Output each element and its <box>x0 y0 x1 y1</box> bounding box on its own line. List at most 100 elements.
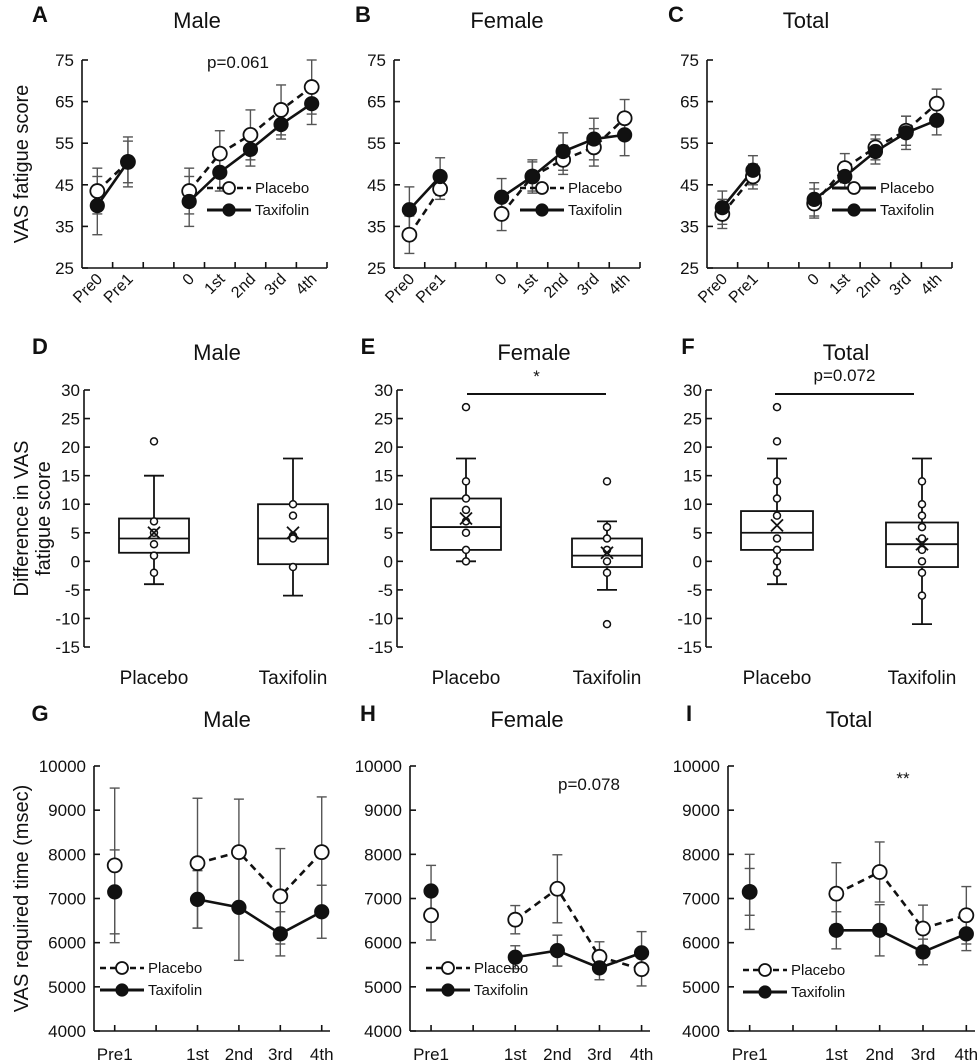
y-tick-label: 25 <box>55 259 74 278</box>
x-category-label: Taxifolin <box>888 668 957 689</box>
data-point-taxifolin <box>837 168 853 185</box>
y-tick-label: 8000 <box>364 845 402 864</box>
x-tick-label: Pre1 <box>101 271 137 307</box>
data-point-taxifolin <box>745 162 761 178</box>
panel-letter: G <box>31 701 48 726</box>
y-axis-title: VAS fatigue score <box>11 85 33 244</box>
y-tick-label: 55 <box>680 134 699 153</box>
legend-open-circle-icon <box>441 961 455 975</box>
legend-label: Placebo <box>255 180 309 197</box>
x-tick-label: Pre1 <box>413 1045 449 1064</box>
data-point-placebo <box>633 961 650 978</box>
y-axis-title-line2: fatigue score <box>33 461 55 576</box>
legend-label: Placebo <box>148 960 202 977</box>
panel-letter: E <box>361 334 376 359</box>
panel-letter: F <box>681 334 694 359</box>
y-tick-label: 5 <box>71 524 80 543</box>
x-tick-label: 2nd <box>853 271 884 302</box>
y-tick-label: 10 <box>374 495 393 514</box>
data-point <box>917 545 927 555</box>
data-point-taxifolin <box>714 200 730 216</box>
significance-annotation: p=0.078 <box>558 775 620 794</box>
y-tick-label: 9000 <box>364 801 402 820</box>
legend-label: Placebo <box>568 180 622 197</box>
series-line-placebo <box>835 870 967 931</box>
panel-i: I Total 4000 5000 6000 7000 8000 9000 10000 Pre1 1… <box>673 701 978 1064</box>
y-axis-title-line1: Difference in VAS <box>11 440 33 596</box>
data-point-placebo <box>231 844 247 861</box>
x-tick-label: 3rd <box>911 1045 936 1064</box>
panel-letter: B <box>355 2 371 27</box>
significance-annotation: * <box>533 367 540 386</box>
data-point <box>772 534 782 543</box>
data-point-taxifolin <box>915 944 931 960</box>
x-tick-label: Pre1 <box>726 271 762 307</box>
x-tick-label: 2nd <box>543 1045 571 1064</box>
data-point-placebo <box>423 907 439 924</box>
y-tick-label: -15 <box>55 638 80 657</box>
data-point-placebo <box>89 183 106 199</box>
panel-title: Female <box>490 707 563 732</box>
panel-title: Female <box>497 340 570 365</box>
data-point <box>149 437 159 446</box>
y-tick-label: 8000 <box>48 845 86 864</box>
y-tick-label: 45 <box>680 176 699 195</box>
data-point <box>917 557 927 566</box>
data-point-placebo <box>303 79 320 95</box>
x-tick-label: 4th <box>606 271 634 299</box>
y-tick-label: 75 <box>680 51 699 70</box>
data-point <box>288 499 298 509</box>
legend-filled-circle-icon <box>222 203 236 217</box>
y-tick-label: 10000 <box>673 757 720 776</box>
legend-label: Placebo <box>474 960 528 977</box>
legend-open-circle-icon <box>115 961 129 975</box>
data-point-placebo <box>828 885 845 902</box>
y-tick-label: 0 <box>384 552 393 571</box>
y-tick-label: 25 <box>61 410 80 429</box>
data-point <box>602 568 612 578</box>
y-tick-label: 6000 <box>682 934 720 953</box>
x-tick-label: 3rd <box>262 271 290 299</box>
x-tick-label: 3rd <box>574 271 602 299</box>
data-point <box>772 494 782 503</box>
series-line-placebo <box>514 886 642 971</box>
panel-title: Total <box>823 340 869 365</box>
x-tick-label: Pre0 <box>382 271 418 307</box>
x-tick-label: 2nd <box>225 1045 253 1064</box>
y-tick-label: 10 <box>683 495 702 514</box>
data-point-taxifolin <box>828 922 844 938</box>
legend-label: Taxifolin <box>255 202 309 219</box>
data-point-taxifolin <box>189 891 206 907</box>
data-point-taxifolin <box>242 141 259 158</box>
x-tick-label: Pre1 <box>413 271 449 307</box>
panel-letter: H <box>360 701 376 726</box>
legend-open-circle-icon <box>222 181 236 195</box>
data-point-taxifolin <box>549 943 565 959</box>
data-point <box>602 619 612 629</box>
mean-marker-icon <box>915 537 929 551</box>
data-point <box>917 522 927 532</box>
y-tick-label: 5000 <box>682 978 720 997</box>
y-tick-label: 35 <box>55 217 74 236</box>
mean-marker-icon <box>286 526 300 540</box>
data-point-taxifolin <box>507 949 523 965</box>
x-tick-label: Pre0 <box>695 271 731 307</box>
data-point-taxifolin <box>806 191 822 207</box>
data-point <box>149 551 159 560</box>
x-tick-label: 1st <box>202 270 230 298</box>
y-tick-label: 75 <box>55 51 74 70</box>
data-point-taxifolin <box>314 904 330 920</box>
data-point-placebo <box>507 911 524 928</box>
y-tick-label: 7000 <box>364 890 402 909</box>
legend-label: Taxifolin <box>791 984 845 1001</box>
x-tick-label: 3rd <box>887 271 915 299</box>
y-tick-label: 45 <box>55 176 74 195</box>
legend-label: Taxifolin <box>474 982 528 999</box>
panel-h: H Female 4000 5000 6000 7000 8000 9000 10000 Pre1… <box>355 701 654 1064</box>
y-tick-label: 6000 <box>364 934 402 953</box>
legend-open-circle-icon <box>758 963 772 977</box>
panel-g: G Male 4000 5000 6000 7000 8000 9000 10000 Pre1 1s… <box>11 701 334 1064</box>
data-point <box>288 534 298 543</box>
x-tick-label: 1st <box>825 1045 848 1064</box>
data-point <box>461 477 471 486</box>
